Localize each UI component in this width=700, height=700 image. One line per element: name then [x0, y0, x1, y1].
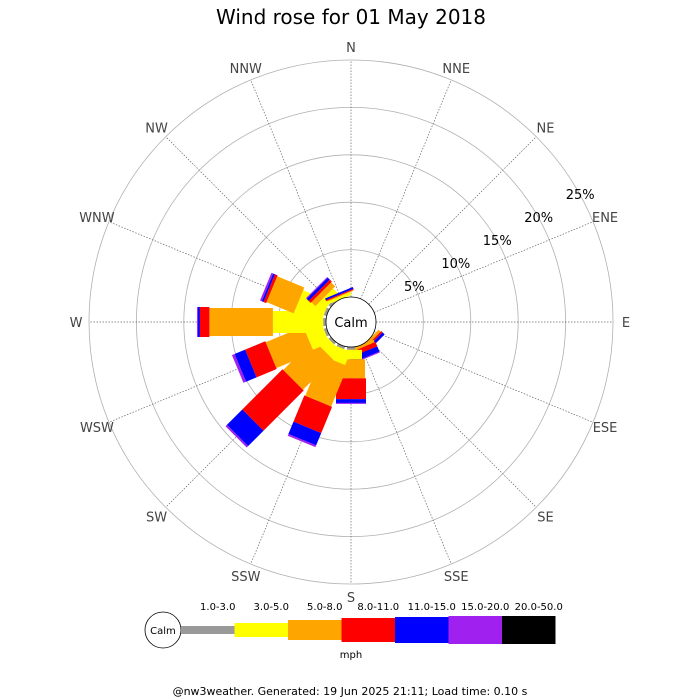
- petals: [197, 272, 385, 448]
- petal-s-bin-5: [336, 399, 366, 403]
- petal-nnw-bin-4: [325, 288, 354, 302]
- direction-label-sw: SW: [146, 510, 167, 525]
- direction-label-s: S: [347, 591, 355, 606]
- direction-label-w: W: [70, 316, 83, 331]
- petal-ssw-bin-6: [287, 433, 317, 448]
- petal-wsw-bin-1: [323, 327, 330, 337]
- petal-nnw-bin-2: [330, 292, 352, 304]
- petal-s-bin-4: [336, 378, 366, 400]
- legend-label-2: 3.0-5.0: [254, 602, 289, 613]
- direction-label-nw: NW: [145, 122, 168, 137]
- petal-ssw-bin-5: [288, 421, 322, 446]
- ring-label-3: 15%: [483, 234, 512, 249]
- direction-label-ne: NE: [536, 122, 554, 137]
- petal-w-bin-1: [323, 318, 327, 326]
- petal-nnw-bin-3: [327, 290, 354, 302]
- petal-w-bin-4: [199, 307, 210, 337]
- petal-wsw-bin-5: [234, 349, 257, 382]
- legend-calm-label: Calm: [150, 626, 176, 637]
- direction-label-wsw: WSW: [80, 421, 114, 436]
- petal-nw-bin-6: [305, 276, 328, 299]
- ring-labels: 5% 10% 15% 20% 25%: [404, 188, 595, 295]
- petal-s-bin-6: [336, 402, 366, 404]
- legend-swatch-2: [234, 623, 288, 637]
- legend-swatch-6: [448, 616, 502, 644]
- petal-sw-bin-5: [226, 409, 264, 447]
- spoke-ne: [368, 136, 537, 305]
- petal-nw-bin-5: [306, 277, 330, 301]
- petal-sw-bin-3: [283, 339, 334, 390]
- petal-ssw-bin-4: [293, 395, 333, 434]
- petal-sw-bin-6: [225, 424, 249, 448]
- direction-label-sse: SSE: [444, 570, 469, 585]
- calm-center: Calm: [325, 296, 377, 348]
- chart-title: Wind rose for 01 May 2018: [216, 5, 486, 29]
- petal-ssw-bin-1: [336, 343, 346, 350]
- calm-circle-fill: [326, 297, 376, 347]
- legend-swatch-4: [341, 618, 395, 642]
- legend-label-4: 8.0-11.0: [357, 602, 399, 613]
- petal-w-bin-5: [198, 307, 200, 337]
- spoke-sse: [360, 344, 452, 565]
- petal-w-bin-3: [209, 308, 273, 336]
- direction-label-nnw: NNW: [230, 62, 262, 77]
- petal-nnw-bin-5: [325, 287, 354, 301]
- direction-label-se: SE: [537, 510, 553, 525]
- petal-wsw: [231, 322, 330, 383]
- petal-wsw-bin-6: [231, 353, 247, 383]
- direction-label-ssw: SSW: [231, 570, 261, 585]
- petal-sw-bin-1: [328, 336, 337, 345]
- spoke-se: [368, 339, 537, 508]
- petal-wnw-bin-3: [266, 276, 305, 314]
- petal-wsw-bin-4: [245, 341, 277, 378]
- spoke-nnw: [250, 79, 342, 300]
- spoke-nne: [360, 79, 452, 300]
- petal-s-bin-2: [340, 349, 362, 360]
- ring-label-5: 25%: [566, 188, 595, 203]
- speed-legend: Calm 1.0-3.0 3.0-5.0 5.0-8.0 8.0-11.0 11.0-15…: [144, 602, 563, 661]
- petal-wnw-bin-1: [323, 307, 330, 317]
- petal-wnw-bin-6: [259, 272, 274, 302]
- petal-nw-bin-3: [311, 282, 336, 307]
- direction-label-n: N: [346, 41, 356, 56]
- direction-label-ene: ENE: [592, 211, 618, 226]
- ring-label-4: 20%: [524, 211, 553, 226]
- petal-nnw: [325, 287, 354, 304]
- petal-sw-bin-4: [242, 369, 304, 431]
- legend-label-3: 5.0-8.0: [307, 602, 342, 613]
- legend-swatch-5: [395, 617, 449, 643]
- legend-unit-label: mph: [340, 650, 362, 661]
- calm-label: Calm: [334, 316, 367, 331]
- petal-s-bin-1: [347, 347, 355, 350]
- direction-labels: N NNE NE ENE E ESE SE SSE S SSW SW WSW W WNW NW NNW: [70, 41, 631, 606]
- legend-label-1: 1.0-3.0: [200, 602, 235, 613]
- petal-wnw-bin-4: [263, 274, 278, 304]
- legend-swatch-1: [181, 626, 235, 634]
- direction-label-ese: ESE: [593, 421, 618, 436]
- footer-text: @nw3weather. Generated: 19 Jun 2025 21:1…: [173, 685, 528, 698]
- petal-wnw-bin-5: [261, 273, 275, 302]
- petal-nw-bin-4: [308, 279, 332, 303]
- petal-wsw-bin-3: [265, 326, 314, 369]
- legend-swatch-3: [288, 620, 342, 640]
- spoke-ese: [373, 331, 594, 423]
- ring-label-2: 10%: [441, 257, 470, 272]
- ring-5: [88, 59, 614, 585]
- ring-label-1: 5%: [404, 280, 425, 295]
- petal-ssw: [287, 343, 351, 448]
- calm-circle: [325, 296, 377, 348]
- petal-w-bin-6: [197, 307, 199, 337]
- legend-label-7: 20.0-50.0: [515, 602, 563, 613]
- direction-label-wnw: WNW: [79, 211, 115, 226]
- legend-label-6: 15.0-20.0: [461, 602, 509, 613]
- direction-label-nne: NNE: [442, 62, 470, 77]
- petal-ssw-bin-3: [305, 355, 348, 407]
- petal-sw: [225, 333, 340, 448]
- spoke-ene: [373, 221, 594, 313]
- legend-swatch-7: [502, 616, 556, 644]
- spoke-nw: [165, 136, 334, 305]
- direction-label-e: E: [622, 316, 630, 331]
- legend-label-5: 11.0-15.0: [408, 602, 456, 613]
